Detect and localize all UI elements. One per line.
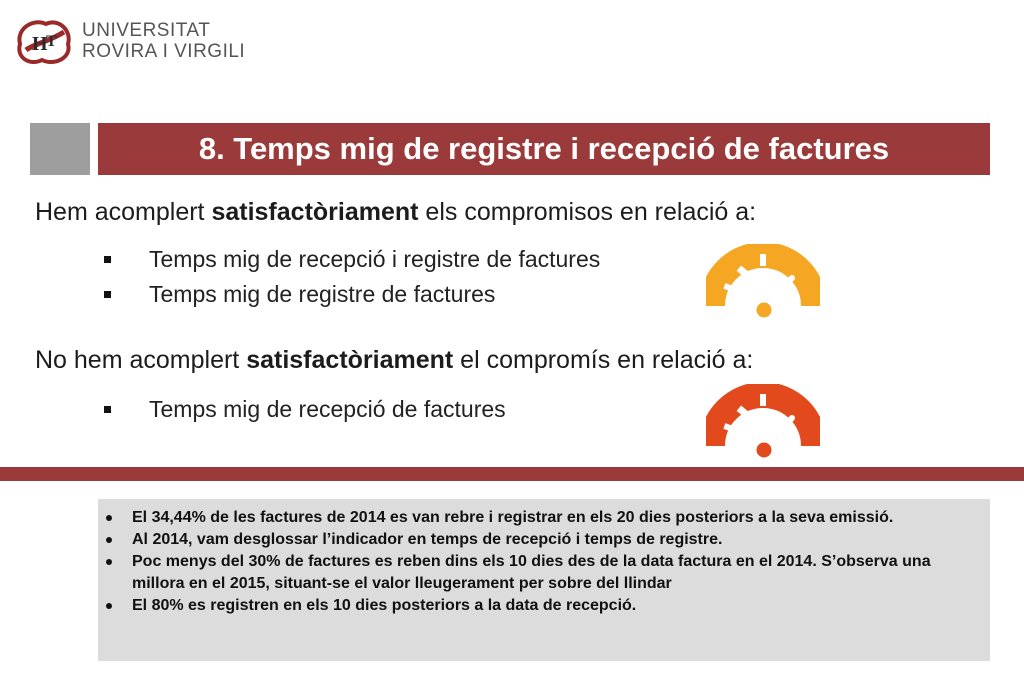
slide-title: 8. Temps mig de registre i recepció de f… — [98, 123, 990, 175]
section-met-heading: Hem acomplert satisfactòriament els comp… — [35, 198, 756, 227]
notes-list: El 34,44% de les factures de 2014 es van… — [98, 507, 970, 617]
university-name-line2: ROVIRA I VIRGILI — [82, 41, 246, 62]
section-not-met-heading-suffix: el compromís en relació a: — [453, 346, 754, 374]
speedometer-icon — [706, 384, 820, 460]
section-not-met-list: Temps mig de recepció de factures — [104, 392, 506, 427]
square-bullet-icon — [104, 256, 111, 263]
university-name-line1: UNIVERSITAT — [82, 20, 211, 41]
list-item-text: Temps mig de recepció i registre de fact… — [149, 246, 601, 272]
section-not-met-heading-prefix: No hem acomplert — [35, 346, 247, 374]
bullet-dot-icon — [106, 515, 112, 521]
square-bullet-icon — [104, 291, 111, 298]
bullet-dot-icon — [106, 537, 112, 543]
note-text: Poc menys del 30% de factures es reben d… — [132, 553, 931, 592]
note-text: El 34,44% de les factures de 2014 es van… — [132, 509, 894, 526]
square-bullet-icon — [104, 406, 111, 413]
section-met-heading-bold: satisfactòriament — [211, 198, 419, 226]
note-text: El 80% es registren en els 10 dies poste… — [132, 597, 637, 614]
svg-text:H: H — [32, 33, 48, 55]
note-text: Al 2014, vam desglossar l’indicador en t… — [132, 531, 723, 548]
bullet-dot-icon — [106, 603, 112, 609]
note-item: Al 2014, vam desglossar l’indicador en t… — [98, 529, 970, 551]
notes-box: El 34,44% de les factures de 2014 es van… — [98, 499, 990, 661]
title-grey-block — [30, 123, 90, 175]
section-not-met-heading: No hem acomplert satisfactòriament el co… — [35, 346, 753, 375]
section-met-heading-suffix: els compromisos en relació a: — [418, 198, 757, 226]
note-item: Poc menys del 30% de factures es reben d… — [98, 551, 970, 595]
list-item: Temps mig de registre de factures — [104, 277, 600, 312]
note-item: El 34,44% de les factures de 2014 es van… — [98, 507, 970, 529]
section-met-list: Temps mig de recepció i registre de fact… — [104, 242, 600, 312]
section-met-heading-prefix: Hem acomplert — [35, 198, 212, 226]
list-item-text: Temps mig de recepció de factures — [149, 396, 506, 422]
svg-text:T: T — [46, 33, 57, 50]
university-logo: H T — [17, 20, 71, 64]
university-name: UNIVERSITAT ROVIRA I VIRGILI — [82, 20, 245, 62]
bullet-dot-icon — [106, 559, 112, 565]
list-item: Temps mig de recepció i registre de fact… — [104, 242, 600, 277]
section-divider — [0, 467, 1024, 481]
section-not-met-heading-bold: satisfactòriament — [246, 346, 454, 374]
speedometer-icon — [706, 244, 820, 320]
note-item: El 80% es registren en els 10 dies poste… — [98, 595, 970, 617]
list-item-text: Temps mig de registre de factures — [149, 281, 496, 307]
list-item: Temps mig de recepció de factures — [104, 392, 506, 427]
